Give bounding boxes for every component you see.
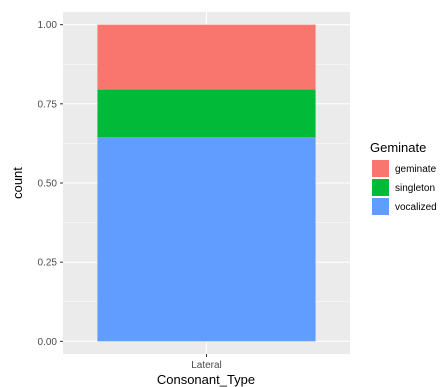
bar-segment-singleton <box>97 89 316 138</box>
x-tick-label: Lateral <box>191 360 222 371</box>
y-tick-label: 0.00 <box>38 337 58 348</box>
legend-key-geminate <box>372 160 389 177</box>
x-axis-title: Consonant_Type <box>157 372 255 387</box>
y-tick-label: 1.00 <box>38 20 58 31</box>
legend-label-singleton: singleton <box>395 183 435 194</box>
y-axis: 0.00 0.25 0.50 0.75 1.00 <box>38 20 63 348</box>
legend-title: Geminate <box>370 140 426 155</box>
legend-label-vocalized: vocalized <box>395 202 437 213</box>
y-tick-label: 0.75 <box>38 99 58 110</box>
legend-key-singleton <box>372 179 389 196</box>
legend-key-vocalized <box>372 198 389 215</box>
y-tick-label: 0.50 <box>38 179 58 190</box>
y-tick-label: 0.25 <box>38 258 58 269</box>
x-axis: Lateral <box>191 354 222 371</box>
bars <box>97 24 316 342</box>
bar-segment-geminate <box>97 24 316 90</box>
legend-label-geminate: geminate <box>395 164 437 175</box>
y-axis-title: count <box>10 167 25 199</box>
legend: Geminate geminate singleton vocalized <box>370 140 437 215</box>
bar-segment-vocalized <box>97 137 316 342</box>
